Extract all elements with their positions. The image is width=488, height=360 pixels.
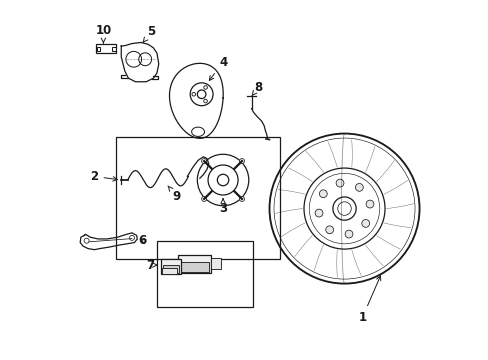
Text: 2: 2 [90, 170, 117, 183]
Text: 4: 4 [209, 55, 227, 80]
Text: 8: 8 [251, 81, 263, 96]
Circle shape [201, 197, 206, 202]
Text: 6: 6 [138, 234, 146, 247]
Circle shape [366, 200, 373, 208]
Bar [180, 262, 208, 272]
Bar [96, 44, 116, 53]
Circle shape [239, 197, 244, 202]
Circle shape [335, 179, 343, 187]
Text: 3: 3 [219, 199, 226, 215]
Text: 5: 5 [142, 25, 156, 42]
Circle shape [239, 158, 244, 163]
Circle shape [355, 184, 363, 191]
Bar [163, 265, 179, 273]
Circle shape [361, 220, 369, 227]
Bar [210, 258, 220, 269]
Bar [162, 267, 176, 274]
Text: 1: 1 [358, 276, 380, 324]
Text: 10: 10 [95, 24, 111, 43]
Circle shape [345, 230, 352, 238]
Circle shape [325, 226, 333, 234]
Circle shape [319, 190, 326, 198]
Bar [116, 137, 280, 258]
Bar [178, 255, 210, 273]
Bar [112, 47, 115, 51]
Text: 7: 7 [145, 258, 157, 271]
Circle shape [314, 209, 322, 217]
Bar [97, 47, 100, 51]
Bar [157, 241, 253, 307]
Bar [161, 259, 181, 274]
Text: 9: 9 [167, 186, 181, 203]
Circle shape [201, 158, 206, 163]
